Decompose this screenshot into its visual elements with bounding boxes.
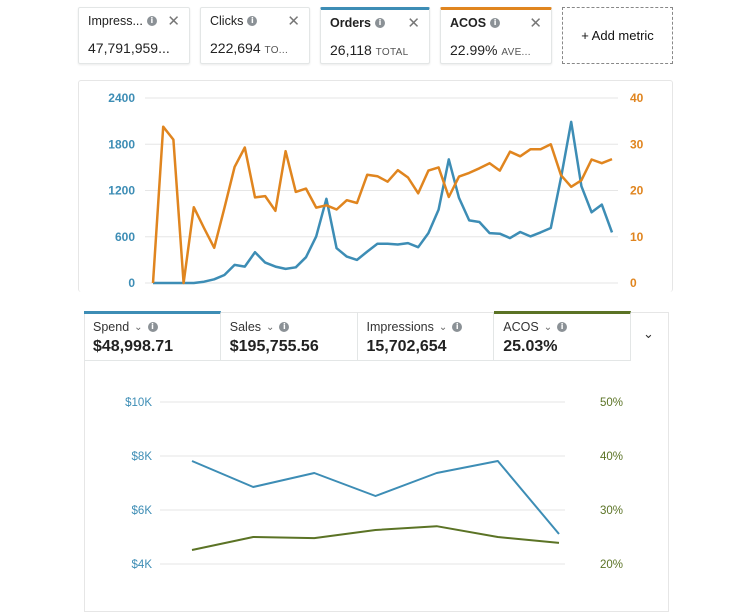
info-icon[interactable]: i xyxy=(557,322,568,332)
metric-tabs: Spend ⌄ i $48,998.71 Sales ⌄ i $195,755.56 Imp… xyxy=(84,311,631,361)
y-left-tick-label: 1800 xyxy=(108,137,135,151)
metric-value: 222,694 TO... xyxy=(210,40,288,56)
metric-value-number: 47,791,959... xyxy=(88,40,170,56)
tab-value: 15,702,654 xyxy=(366,338,447,355)
tab-value: $48,998.71 xyxy=(93,338,174,355)
y-left-tick-label: 0 xyxy=(128,276,135,290)
info-icon[interactable]: i xyxy=(375,18,385,28)
chevron-down-icon[interactable]: ⌄ xyxy=(543,321,553,333)
y-left-tick-label: 1200 xyxy=(108,184,135,198)
series-line-orders xyxy=(153,120,614,285)
y-left-tick-label: 2400 xyxy=(108,91,135,105)
metric-value-number: 26,118 xyxy=(330,42,372,58)
info-icon[interactable]: i xyxy=(146,16,157,26)
tab-label: Spend xyxy=(93,320,130,334)
info-icon[interactable]: i xyxy=(279,322,290,332)
metric-value-suffix: AVE... xyxy=(501,47,531,58)
tab-label: Impressions xyxy=(366,320,434,334)
metric-card[interactable]: Clicks i ✕ 222,694 TO... xyxy=(200,7,310,64)
y-right-tick-label: 30 xyxy=(630,137,644,151)
metric-name: Clicks xyxy=(210,14,244,28)
chevron-down-icon[interactable]: ⌄ xyxy=(438,321,448,333)
series-line-acos xyxy=(151,125,613,285)
metric-value: 47,791,959... xyxy=(88,40,170,56)
tab-sales[interactable]: Sales ⌄ i $195,755.56 xyxy=(221,312,358,360)
chevron-down-icon[interactable]: ⌄ xyxy=(643,326,654,341)
tab-label: ACOS xyxy=(503,320,539,334)
metric-name: Orders xyxy=(330,16,371,30)
tab-value: $195,755.56 xyxy=(229,338,319,355)
metric-card[interactable]: Impress... i ✕ 47,791,959... xyxy=(78,7,190,64)
close-icon[interactable]: ✕ xyxy=(287,13,300,30)
add-metric-button[interactable]: + Add metric xyxy=(562,7,673,64)
chevron-down-icon[interactable]: ⌄ xyxy=(266,321,275,333)
info-icon[interactable]: i xyxy=(452,322,463,332)
info-icon[interactable]: i xyxy=(147,322,158,332)
tab-spend[interactable]: Spend ⌄ i $48,998.71 xyxy=(84,311,221,360)
metric-value-number: 22.99% xyxy=(450,42,498,58)
info-icon[interactable]: i xyxy=(490,18,501,28)
metric-value-suffix: TOTAL xyxy=(375,47,409,58)
metric-card[interactable]: ACOS i ✕ 22.99% AVE... xyxy=(440,7,552,64)
metric-label: Clicks i xyxy=(210,14,258,28)
tab-impressions[interactable]: Impressions ⌄ i 15,702,654 xyxy=(358,312,495,360)
tab-acos[interactable]: ACOS ⌄ i 25.03% xyxy=(494,311,631,360)
metric-name: ACOS xyxy=(450,16,487,30)
y-right-tick-label: 0 xyxy=(630,276,637,290)
tab-label: Sales xyxy=(229,320,262,334)
y-right-tick-label: 10 xyxy=(630,230,644,244)
close-icon[interactable]: ✕ xyxy=(407,15,420,32)
chevron-down-icon[interactable]: ⌄ xyxy=(134,321,143,333)
metric-label: Orders i xyxy=(330,16,385,30)
close-icon[interactable]: ✕ xyxy=(529,15,542,32)
y-right-tick-label: 20 xyxy=(630,184,644,198)
metric-name: Impress... xyxy=(88,14,143,28)
y-left-tick-label: 600 xyxy=(115,230,135,244)
metric-card[interactable]: Orders i ✕ 26,118 TOTAL xyxy=(320,7,430,64)
info-icon[interactable]: i xyxy=(247,16,258,26)
y-right-tick-label: 40 xyxy=(630,91,644,105)
metric-value-suffix: TO... xyxy=(264,45,289,56)
metric-label: ACOS i xyxy=(450,16,501,30)
metric-label: Impress... i xyxy=(88,14,157,28)
close-icon[interactable]: ✕ xyxy=(167,13,180,30)
top-chart-panel xyxy=(78,80,673,292)
metric-value: 22.99% AVE... xyxy=(450,42,531,58)
metric-value-number: 222,694 xyxy=(210,40,261,56)
tab-value: 25.03% xyxy=(503,338,558,355)
metric-value: 26,118 TOTAL xyxy=(330,42,408,58)
